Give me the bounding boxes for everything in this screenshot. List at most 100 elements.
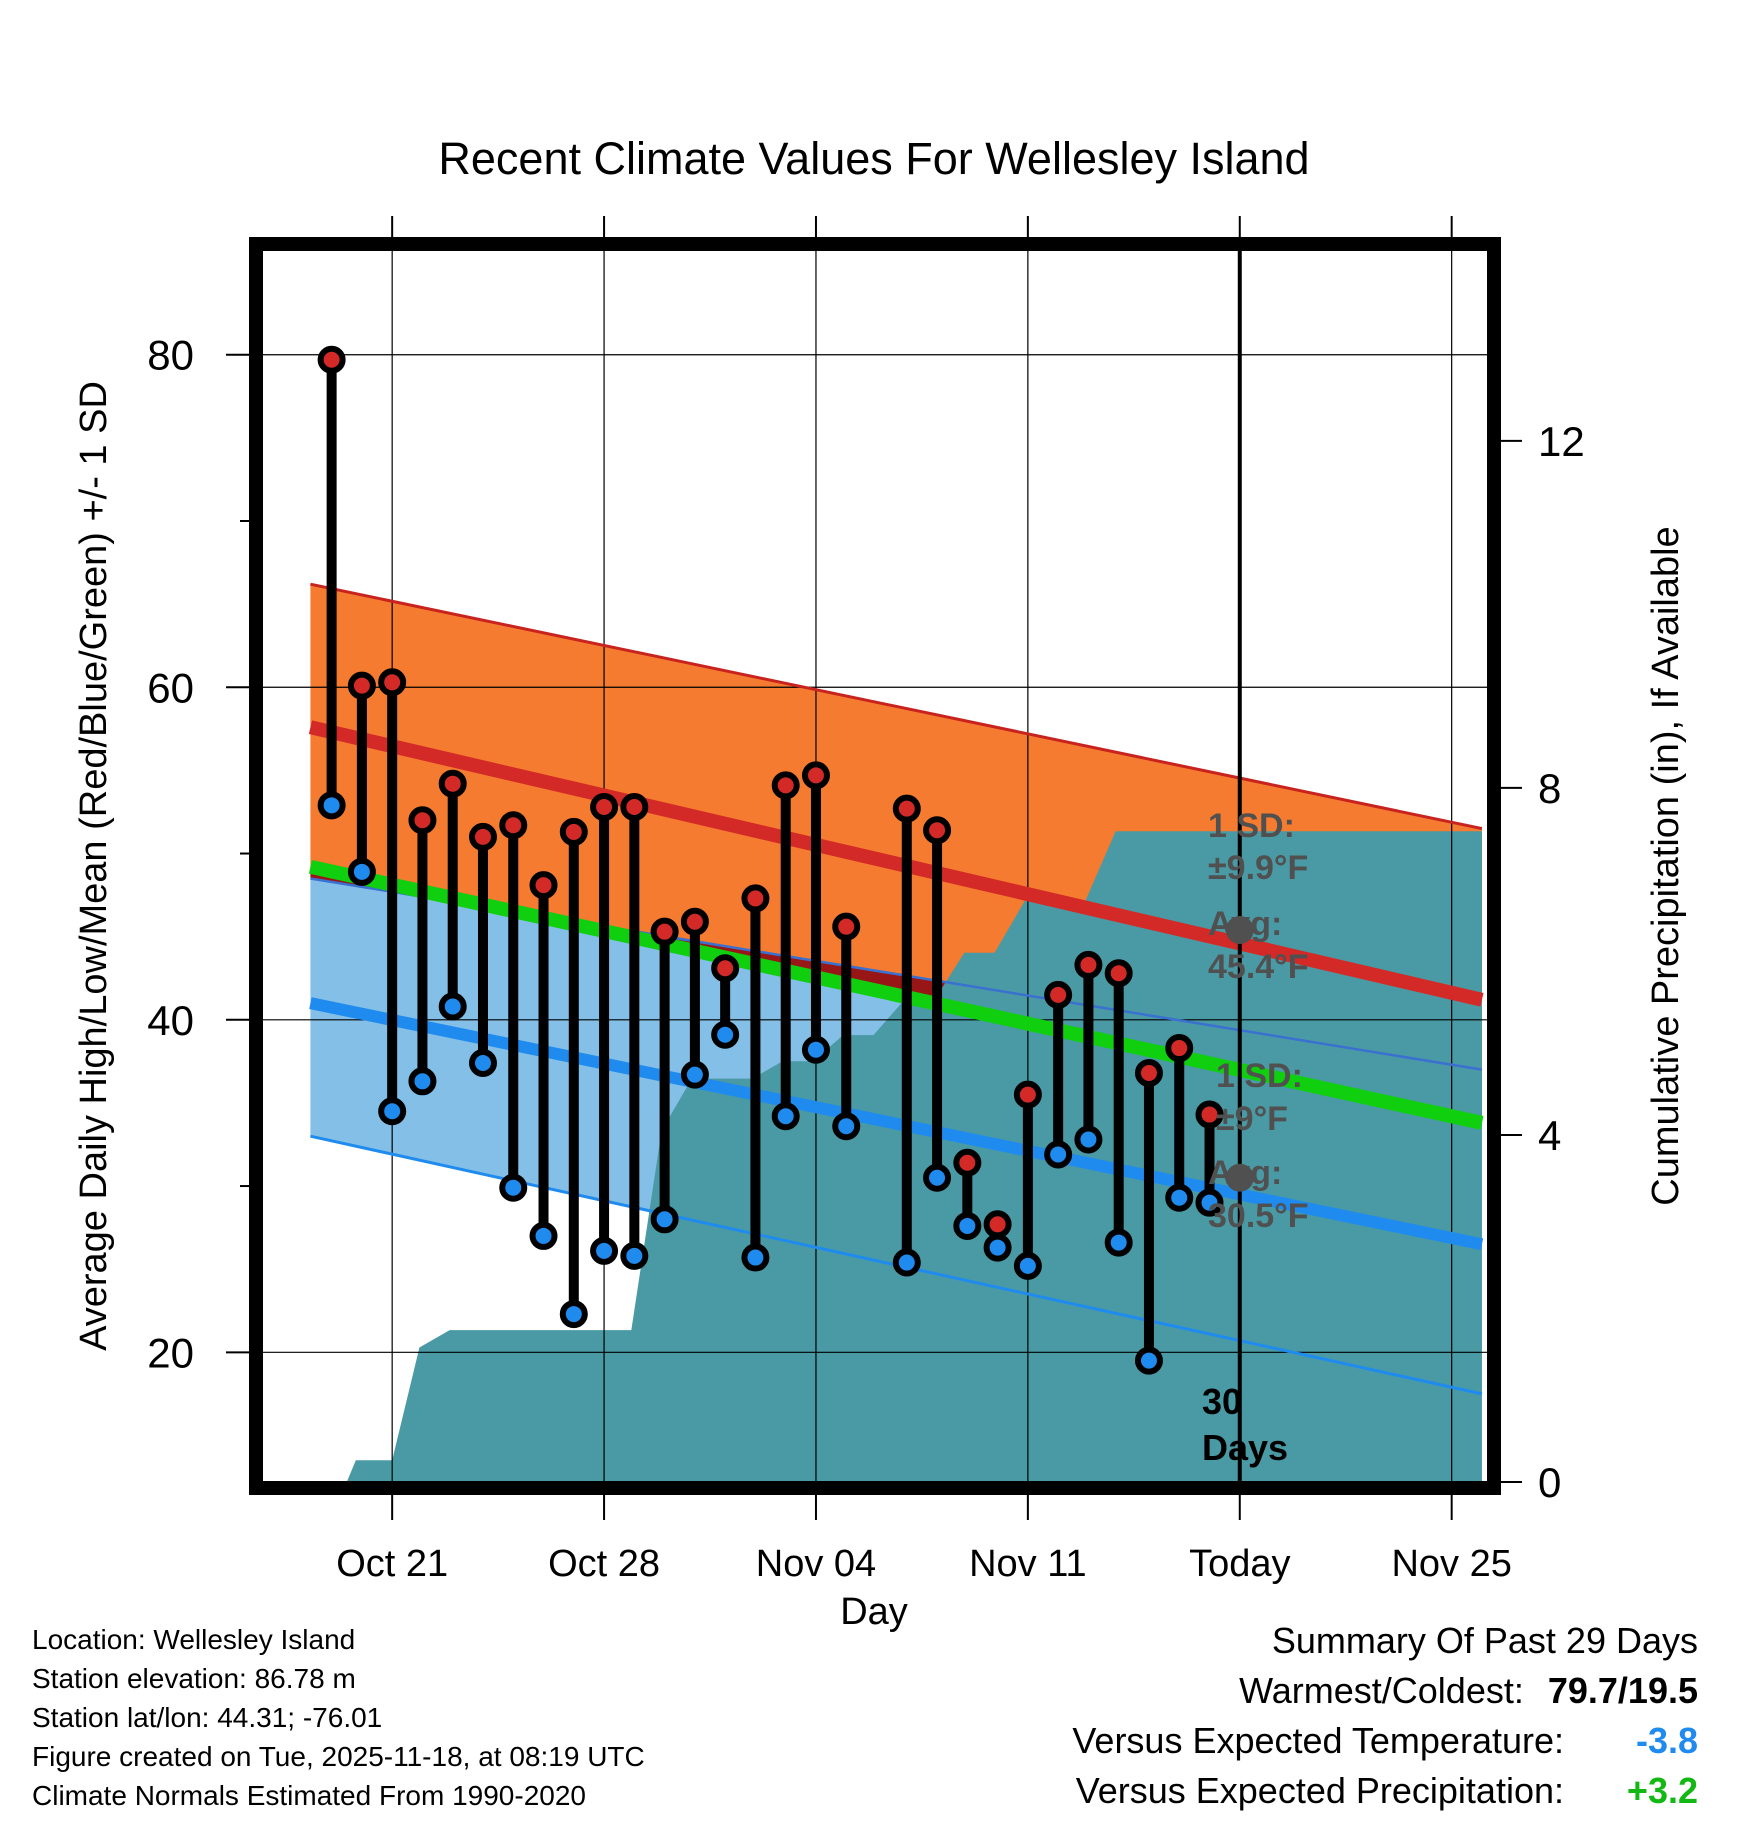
y-tick-label: 60 bbox=[147, 664, 194, 711]
temp-vs-expected-value: -3.8 bbox=[1635, 1720, 1698, 1761]
low-temp-point bbox=[1165, 1183, 1194, 1212]
bottom-axis: Oct 21 Oct 28 Nov 04 Nov 11 Today Nov 25 bbox=[336, 1494, 1512, 1585]
plot-frame bbox=[249, 237, 1501, 1495]
low-temp-point bbox=[953, 1211, 982, 1240]
high-temp-point bbox=[983, 1210, 1012, 1239]
right-axis: 0 4 8 12 bbox=[1494, 418, 1585, 1506]
low-temp-point bbox=[590, 1236, 619, 1265]
low-temp-point bbox=[620, 1241, 649, 1270]
high-temp-point bbox=[1074, 950, 1103, 979]
y-tick-label: 80 bbox=[147, 332, 194, 379]
low-temp-point bbox=[529, 1221, 558, 1250]
high-temp-point bbox=[468, 822, 497, 851]
low-temp-point bbox=[680, 1060, 709, 1089]
high-temp-point bbox=[923, 816, 952, 845]
high-temp-point bbox=[1104, 959, 1133, 988]
low-temp-point bbox=[378, 1097, 407, 1126]
normal-lines bbox=[308, 582, 1484, 1396]
high-temp-point bbox=[680, 907, 709, 936]
chart-title: Recent Climate Values For Wellesley Isla… bbox=[438, 133, 1309, 184]
low-sd-label: 1 SD: bbox=[1216, 1057, 1303, 1095]
high-sd-value: ±9.9°F bbox=[1208, 849, 1308, 887]
temperature-points bbox=[317, 345, 1224, 1375]
high-avg-label: Avg: bbox=[1208, 905, 1282, 943]
summary-panel: Summary Of Past 29 Days Warmest/Coldest:… bbox=[1072, 1616, 1698, 1816]
today-days-label: Days bbox=[1202, 1427, 1288, 1468]
low-temp-point bbox=[983, 1233, 1012, 1262]
high-temp-point bbox=[378, 668, 407, 697]
high-temp-point bbox=[1013, 1080, 1042, 1109]
y-axis-label: Average Daily High/Low/Mean (Red/Blue/Gr… bbox=[73, 381, 115, 1351]
low-temp-point bbox=[892, 1248, 921, 1277]
high-temp-point bbox=[1044, 980, 1073, 1009]
high-temp-point bbox=[590, 792, 619, 821]
y2-tick-label: 12 bbox=[1538, 418, 1585, 465]
high-temp-point bbox=[347, 671, 376, 700]
high-temp-point bbox=[953, 1148, 982, 1177]
low-avg-value: 30.5°F bbox=[1208, 1197, 1309, 1235]
low-temp-point bbox=[347, 857, 376, 886]
warmest-value: 79.7/19.5 bbox=[1547, 1670, 1698, 1711]
warmest-label: Warmest/Coldest: bbox=[1239, 1670, 1524, 1711]
y2-tick-label: 0 bbox=[1538, 1459, 1561, 1506]
low-temp-point bbox=[923, 1163, 952, 1192]
high-temp-point bbox=[832, 912, 861, 941]
y2-axis-label: Cumulative Precipitation (in), If Availa… bbox=[1645, 526, 1687, 1205]
high-temp-point bbox=[499, 811, 528, 840]
x-tick-label: Nov 11 bbox=[969, 1543, 1087, 1585]
today-marker bbox=[1225, 250, 1254, 1482]
low-temp-point bbox=[468, 1049, 497, 1078]
high-temp-point bbox=[317, 345, 346, 374]
y2-tick-label: 8 bbox=[1538, 765, 1561, 812]
high-temp-point bbox=[1134, 1058, 1163, 1087]
low-temp-point bbox=[559, 1300, 588, 1329]
low-temp-point bbox=[408, 1067, 437, 1096]
normal-annotations: 1 SD: ±9.9°F Avg: 45.4°F 1 SD: ±9°F Avg:… bbox=[1208, 807, 1309, 1235]
low-temp-point bbox=[1074, 1125, 1103, 1154]
precip-vs-expected-label: Versus Expected Precipitation: bbox=[1075, 1770, 1564, 1811]
low-avg-marker bbox=[1225, 1163, 1254, 1192]
low-temp-point bbox=[1104, 1228, 1133, 1257]
elevation-text: Station elevation: 86.78 m bbox=[32, 1663, 356, 1694]
high-average-line bbox=[308, 720, 1484, 1007]
low-temp-point bbox=[317, 791, 346, 820]
low-temp-point bbox=[741, 1243, 770, 1272]
x-tick-label: Oct 21 bbox=[336, 1543, 448, 1585]
low-temp-point bbox=[438, 992, 467, 1021]
high-temp-point bbox=[559, 817, 588, 846]
low-temp-point bbox=[1013, 1251, 1042, 1280]
today-annotation: 30 Days bbox=[1202, 1381, 1288, 1468]
created-text: Figure created on Tue, 2025-11-18, at 08… bbox=[32, 1741, 645, 1772]
normals-text: Climate Normals Estimated From 1990-2020 bbox=[32, 1780, 586, 1811]
high-temp-point bbox=[1165, 1034, 1194, 1063]
low-temp-point bbox=[1195, 1188, 1224, 1217]
left-axis: 20 40 60 80 bbox=[147, 332, 256, 1376]
summary-temp-row: Versus Expected Temperature: -3.8 bbox=[1072, 1716, 1698, 1766]
location-text: Location: Wellesley Island bbox=[32, 1624, 356, 1655]
precip-vs-expected-value: +3.2 bbox=[1626, 1770, 1698, 1811]
low-temp-point bbox=[650, 1205, 679, 1234]
y2-tick-label: 4 bbox=[1538, 1112, 1561, 1159]
summary-title: Summary Of Past 29 Days bbox=[1271, 1620, 1698, 1661]
low-temp-point bbox=[711, 1020, 740, 1049]
x-tick-label: Oct 28 bbox=[548, 1543, 660, 1585]
precipitation-area-shape bbox=[346, 831, 1482, 1482]
low-temp-point bbox=[832, 1112, 861, 1141]
latlon-text: Station lat/lon: 44.31; -76.01 bbox=[32, 1702, 383, 1733]
low-temp-point bbox=[499, 1173, 528, 1202]
today-days-number: 30 bbox=[1202, 1381, 1242, 1422]
low-avg-label: Avg: bbox=[1208, 1154, 1282, 1192]
mean-average-line bbox=[308, 859, 1484, 1130]
low-temp-point bbox=[1134, 1346, 1163, 1375]
low-temp-point bbox=[1044, 1140, 1073, 1169]
x-axis-label: Day bbox=[840, 1591, 908, 1633]
low-temp-point bbox=[771, 1102, 800, 1131]
summary-warmest-row: Warmest/Coldest: 79.7/19.5 bbox=[1072, 1666, 1698, 1716]
x-tick-label: Today bbox=[1189, 1543, 1290, 1585]
x-tick-label: Nov 04 bbox=[756, 1543, 876, 1585]
high-temp-point bbox=[620, 792, 649, 821]
high-temp-point bbox=[741, 884, 770, 913]
precipitation-area bbox=[346, 831, 1482, 1482]
high-temp-point bbox=[892, 794, 921, 823]
high-avg-value: 45.4°F bbox=[1208, 948, 1309, 986]
